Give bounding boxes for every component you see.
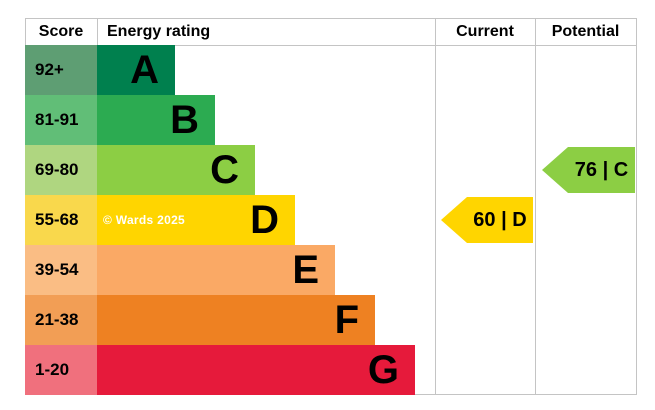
header-score-label: Score [38,22,84,40]
band-bar-d: D [97,195,295,245]
score-range-label: 1-20 [35,360,70,379]
score-cell-c: 69-80 [25,145,97,195]
band-letter: G [367,348,399,392]
score-range-label: 55-68 [35,210,79,229]
band-bar-b: B [97,95,215,145]
score-range-label: 92+ [35,60,64,79]
current-column-divider [435,18,436,395]
band-letter: B [170,98,199,142]
score-cell-f: 21-38 [25,295,97,345]
score-cell-d: 55-68 [25,195,97,245]
copyright-watermark-text: © Wards 2025 [103,213,186,227]
header-current: Current [435,18,535,45]
band-letter: C [210,148,239,192]
score-cell-b: 81-91 [25,95,97,145]
header-top-border [25,18,637,19]
table-right-border [636,18,637,395]
copyright-watermark: © Wards 2025 [103,195,185,245]
header-energy-rating-label: Energy rating [107,22,211,40]
header-bottom-border [25,45,637,46]
score-range-label: 21-38 [35,310,79,329]
current-rating-arrow: 60 | D [441,197,533,243]
band-letter: A [130,48,159,92]
band-bar-a: A [97,45,175,95]
band-bar-c: C [97,145,255,195]
band-bar-e: E [97,245,335,295]
header-potential-label: Potential [551,22,620,40]
potential-column-divider [535,18,536,395]
potential-rating-arrow: 76 | C [542,147,635,193]
band-bar-f: F [97,295,375,345]
potential-rating-label: 76 | C [574,158,629,181]
band-letter: D [250,198,279,242]
band-letter: F [334,298,359,342]
score-range-label: 39-54 [35,260,79,279]
band-letter: E [292,248,319,292]
score-cell-e: 39-54 [25,245,97,295]
header-energy-rating: Energy rating [97,18,435,45]
score-cell-a: 92+ [25,45,97,95]
current-rating-label: 60 | D [473,208,527,231]
score-cell-g: 1-20 [25,345,97,395]
header-current-label: Current [456,22,514,40]
header-score: Score [25,18,97,45]
score-range-label: 81-91 [35,110,79,129]
header-left-border [25,18,26,45]
score-range-label: 69-80 [35,160,79,179]
band-bar-g: G [97,345,415,395]
score-column-divider [97,18,98,45]
header-potential: Potential [535,18,636,45]
